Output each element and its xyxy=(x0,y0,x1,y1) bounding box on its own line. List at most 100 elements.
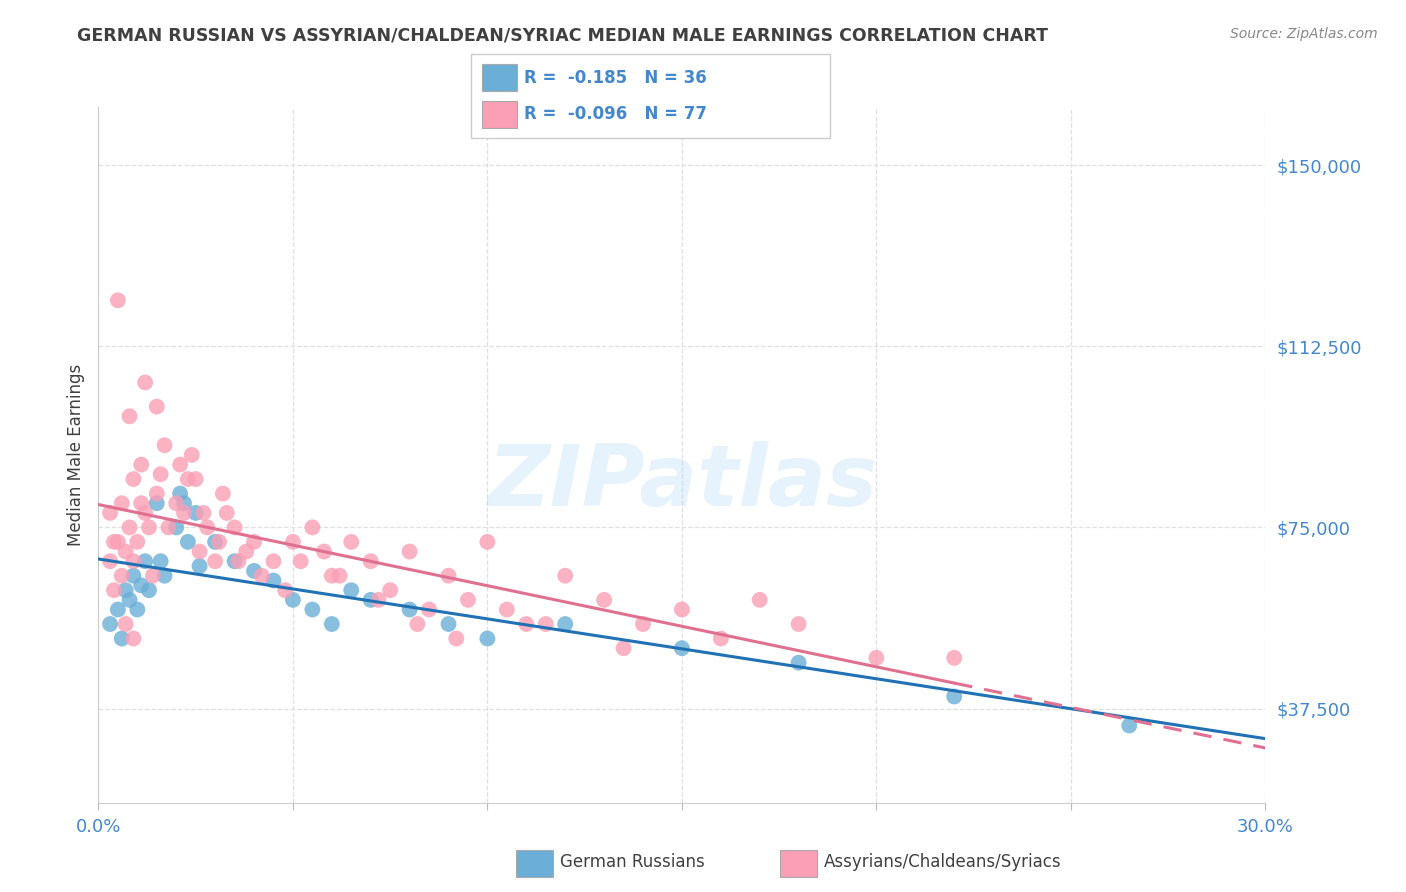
Point xyxy=(114,617,136,632)
Text: R =  -0.096   N = 77: R = -0.096 N = 77 xyxy=(524,105,707,123)
Point xyxy=(1118,718,1140,732)
Point xyxy=(157,520,180,534)
Point xyxy=(118,592,141,607)
Point xyxy=(281,592,304,607)
Text: ZIPatlas: ZIPatlas xyxy=(486,442,877,524)
Point xyxy=(184,472,207,486)
Point xyxy=(111,568,134,582)
Point xyxy=(177,472,200,486)
Point xyxy=(134,376,156,390)
Point xyxy=(153,438,176,452)
Point xyxy=(114,583,136,598)
Point xyxy=(340,583,363,598)
Point xyxy=(169,458,191,472)
Point xyxy=(398,602,420,616)
Point xyxy=(212,486,235,500)
Point xyxy=(321,617,343,632)
Point xyxy=(129,496,152,510)
Point xyxy=(534,617,557,632)
Point xyxy=(165,496,187,510)
Point xyxy=(149,554,172,568)
Point xyxy=(129,458,152,472)
Point xyxy=(103,534,125,549)
Point xyxy=(631,617,654,632)
Point xyxy=(671,602,693,616)
Y-axis label: Median Male Earnings: Median Male Earnings xyxy=(66,364,84,546)
Point xyxy=(281,534,304,549)
Point xyxy=(173,496,195,510)
Point xyxy=(290,554,312,568)
Point xyxy=(208,534,231,549)
Point xyxy=(195,520,218,534)
Point xyxy=(107,602,129,616)
Point xyxy=(865,651,887,665)
Point xyxy=(204,554,226,568)
Point xyxy=(748,592,770,607)
Point xyxy=(554,568,576,582)
Point xyxy=(118,409,141,424)
Point xyxy=(437,568,460,582)
Point xyxy=(129,578,152,592)
Point xyxy=(138,520,160,534)
Point xyxy=(122,568,145,582)
Point xyxy=(134,506,156,520)
Point xyxy=(127,534,149,549)
Point xyxy=(122,632,145,646)
Point xyxy=(250,568,273,582)
Point xyxy=(274,583,297,598)
Point xyxy=(398,544,420,558)
Point xyxy=(107,534,129,549)
Point xyxy=(204,534,226,549)
Point xyxy=(138,583,160,598)
Point xyxy=(943,690,966,704)
Point xyxy=(180,448,202,462)
Point xyxy=(367,592,389,607)
Point xyxy=(554,617,576,632)
Point xyxy=(329,568,352,582)
Point xyxy=(98,506,121,520)
Point xyxy=(184,506,207,520)
Point xyxy=(243,534,266,549)
Point xyxy=(515,617,537,632)
Point xyxy=(380,583,402,598)
Point xyxy=(98,617,121,632)
Point xyxy=(127,602,149,616)
Point xyxy=(224,520,246,534)
Point xyxy=(262,574,284,588)
Point xyxy=(173,506,195,520)
Point xyxy=(243,564,266,578)
Point xyxy=(146,400,169,414)
Point xyxy=(321,568,343,582)
Point xyxy=(235,544,257,558)
Point xyxy=(107,293,129,308)
Text: R =  -0.185   N = 36: R = -0.185 N = 36 xyxy=(524,69,707,87)
Point xyxy=(98,554,121,568)
Point xyxy=(360,592,382,607)
Point xyxy=(340,534,363,549)
Point xyxy=(787,656,810,670)
Point xyxy=(118,520,141,534)
Point xyxy=(943,651,966,665)
Text: German Russians: German Russians xyxy=(560,853,704,871)
Point xyxy=(114,544,136,558)
Point xyxy=(188,544,211,558)
Point xyxy=(612,641,634,656)
Point xyxy=(146,486,169,500)
Point xyxy=(134,554,156,568)
Point xyxy=(149,467,172,482)
Text: Source: ZipAtlas.com: Source: ZipAtlas.com xyxy=(1230,27,1378,41)
Point xyxy=(193,506,215,520)
Point xyxy=(457,592,479,607)
Point xyxy=(224,554,246,568)
Point xyxy=(146,496,169,510)
Point xyxy=(418,602,440,616)
Point xyxy=(671,641,693,656)
Point xyxy=(215,506,238,520)
Point xyxy=(165,520,187,534)
Point xyxy=(446,632,468,646)
Point xyxy=(406,617,429,632)
Point xyxy=(111,496,134,510)
Point xyxy=(122,554,145,568)
Point xyxy=(301,602,323,616)
Point xyxy=(188,559,211,574)
